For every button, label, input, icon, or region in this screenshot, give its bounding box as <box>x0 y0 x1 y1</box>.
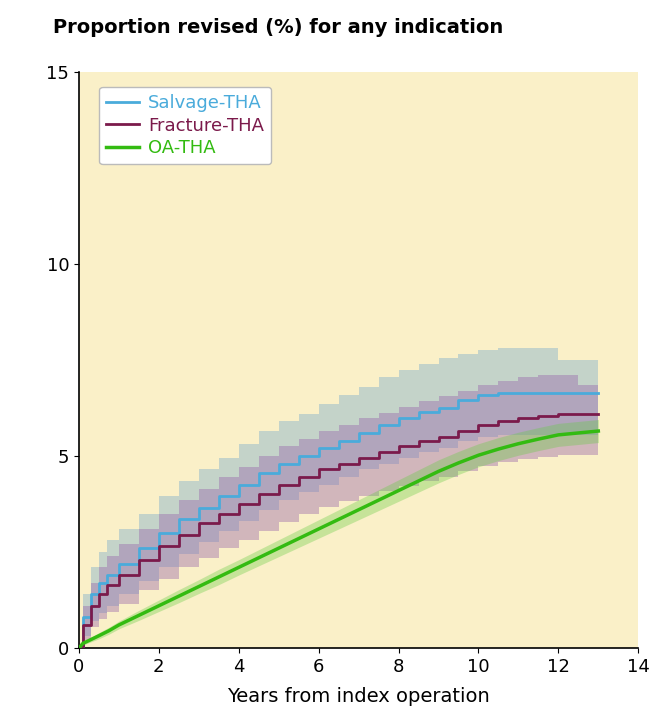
Text: Proportion revised (%) for any indication: Proportion revised (%) for any indicatio… <box>53 18 503 37</box>
X-axis label: Years from index operation: Years from index operation <box>227 687 490 706</box>
Legend: Salvage-THA, Fracture-THA, OA-THA: Salvage-THA, Fracture-THA, OA-THA <box>99 87 271 164</box>
